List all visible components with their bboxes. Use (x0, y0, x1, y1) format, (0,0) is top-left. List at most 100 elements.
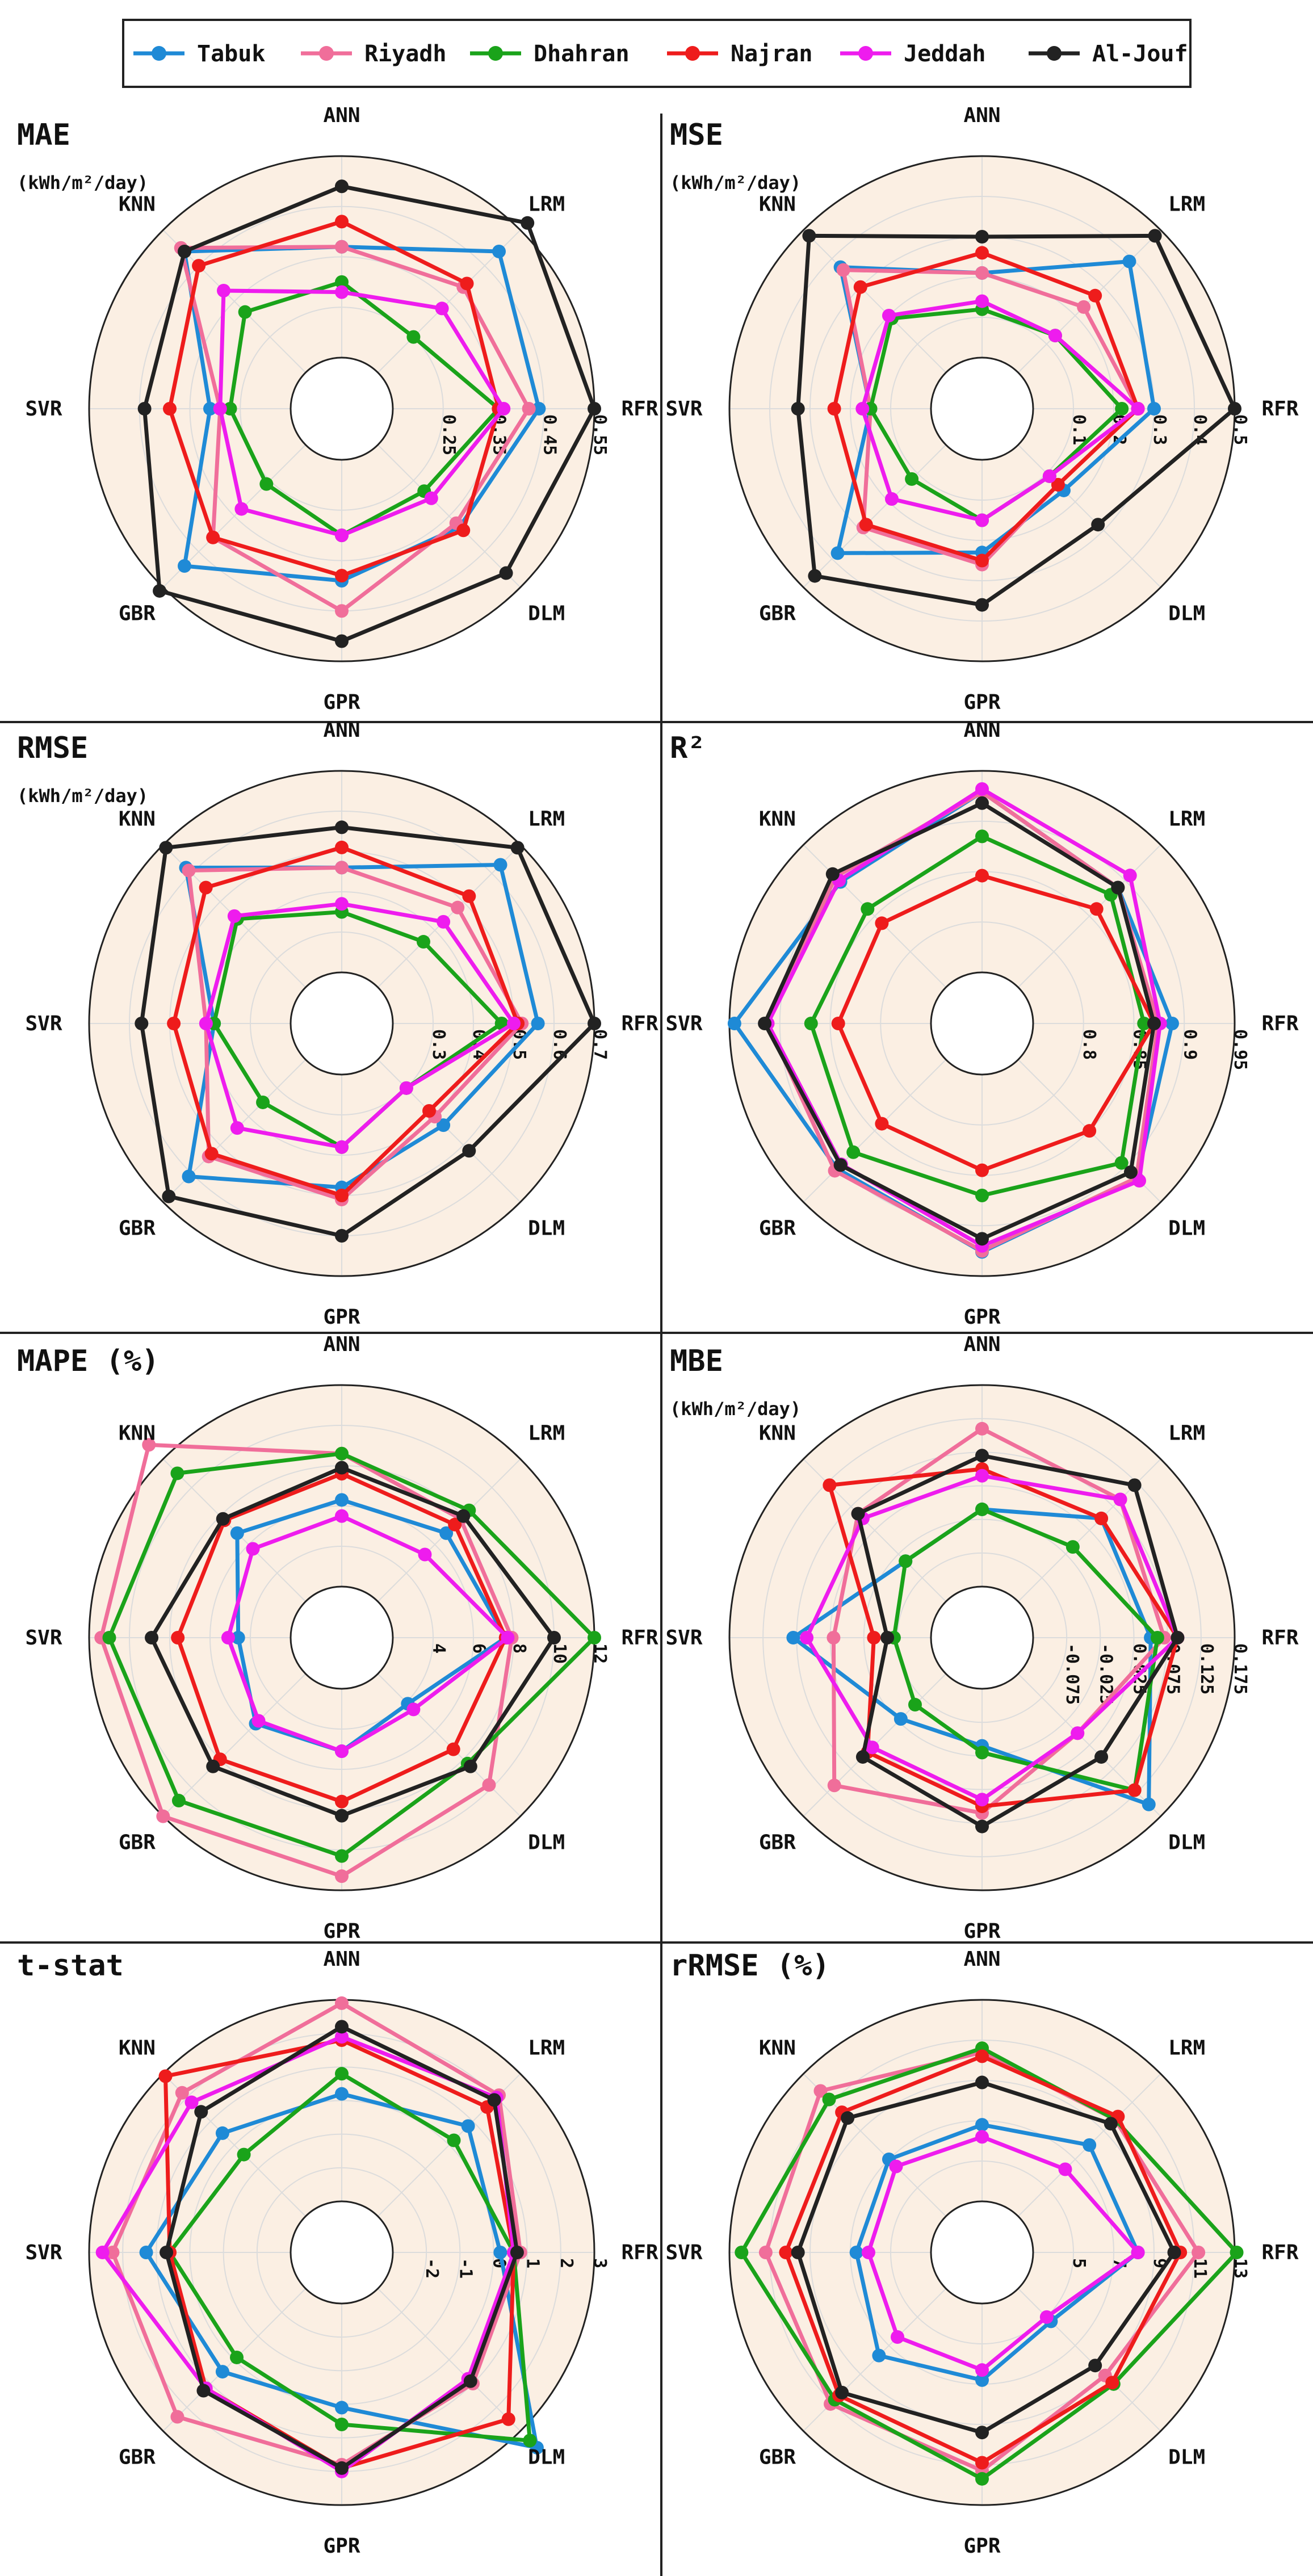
axis-label-rfr: RFR (621, 397, 658, 421)
data-point-riyadh-knn (836, 263, 850, 277)
data-point-al-jouf-ann (975, 2075, 989, 2090)
series-jeddah (213, 284, 511, 543)
data-point-dhahran-svr (223, 402, 237, 416)
data-point-jeddah-ann (335, 285, 349, 299)
axis-label-gpr: GPR (323, 1306, 360, 1329)
legend-label: Al-Jouf (1092, 41, 1188, 67)
panel-title: rRMSE (%) (670, 1949, 830, 1983)
tick-label: 4 (429, 1643, 448, 1654)
data-point-dhahran-gpr (975, 2472, 989, 2486)
data-point-riyadh-knn (813, 2084, 828, 2098)
axis-label-svr: SVR (25, 1626, 62, 1650)
data-point-najran-lrm (1088, 288, 1102, 303)
tick-label: 8 (509, 1643, 529, 1654)
radar-panel-mse: 0.1 0.2 0.3 0.4 0.5RFRLRMANNKNNSVRGBRGPRDLMM… (665, 104, 1298, 714)
tick-label: -1 (455, 2258, 475, 2279)
panel-title: R² (670, 731, 706, 765)
radar-panel-mae: 0.25 0.35 0.45 0.55RFRLRMANNKNNSVRGBRGPRDLM… (17, 104, 658, 714)
data-point-jeddah-svr (213, 402, 227, 416)
data-point-al-jouf-gbr (833, 1158, 848, 1172)
series-jeddah (855, 294, 1145, 527)
data-point-jeddah-dlm (1042, 469, 1056, 483)
data-point-al-jouf-knn (802, 229, 816, 243)
data-point-al-jouf-gpr (335, 634, 349, 648)
data-point-tabuk-svr (849, 2246, 863, 2259)
data-point-dhahran-svr (102, 1631, 116, 1644)
data-point-al-jouf-knn (159, 841, 173, 855)
data-point-tabuk-gbr (872, 2348, 886, 2363)
data-point-najran-knn (875, 916, 889, 930)
radar-panels: 0.25 0.3 5 0.45 0.55 RFR LRM ANN KNN SVR GBR GPR DLM… (17, 104, 1299, 2558)
data-point-tabuk-rfr (1147, 402, 1161, 416)
axis-label-rfr: RFR (1261, 1626, 1298, 1650)
series-jeddah (221, 1509, 515, 1759)
data-point-dhahran-gbr (846, 1145, 861, 1159)
data-point-al-jouf-lrm (456, 1509, 471, 1523)
data-point-najran-svr (827, 402, 841, 416)
data-point-dhahran-rfr (1115, 402, 1129, 416)
data-point-tabuk-ann (975, 2118, 989, 2132)
tick-label: 0.6 (549, 1029, 569, 1060)
series-al-jouf (791, 2075, 1181, 2440)
data-point-najran-dlm (1127, 1783, 1142, 1797)
data-point-al-jouf-gpr (975, 598, 989, 612)
axis-label-lrm: LRM (528, 807, 565, 830)
data-point-dhahran-gbr (908, 1698, 922, 1712)
axis-label-gpr: GPR (323, 1920, 360, 1943)
data-point-tabuk-gbr (830, 546, 845, 560)
data-point-jeddah-gpr (975, 513, 989, 527)
data-point-tabuk-ann (335, 2087, 349, 2101)
data-point-najran-knn (199, 880, 213, 895)
data-point-al-jouf-svr (791, 2246, 805, 2259)
data-point-najran-lrm (462, 889, 476, 903)
axis-label-svr: SVR (665, 1012, 702, 1035)
data-point-tabuk-gpr (335, 2401, 349, 2415)
panel-unit: (kWh/m²/day) (670, 1398, 801, 1420)
data-point-jeddah-knn (184, 2095, 199, 2109)
axis-label-ann: ANN (323, 719, 360, 742)
axis-label-rfr: RFR (1261, 2241, 1298, 2264)
data-point-jeddah-ann (335, 1509, 349, 1523)
legend-entry-najran: Najran (667, 41, 813, 67)
data-point-dhahran-lrm (416, 935, 430, 949)
data-point-najran-gbr (206, 530, 220, 544)
data-point-dhahran-gbr (259, 477, 274, 491)
data-point-jeddah-svr (95, 2246, 110, 2259)
data-point-riyadh-rfr (522, 402, 536, 416)
data-point-tabuk-svr (203, 402, 217, 416)
data-point-riyadh-knn (182, 863, 196, 878)
data-point-jeddah-lrm (435, 301, 449, 316)
legend-label: Jeddah (904, 41, 986, 67)
data-point-riyadh-ann (975, 1421, 989, 1436)
grid-spoke (803, 229, 947, 374)
tick-label: 0.45 (539, 414, 559, 455)
data-point-najran-gpr (975, 553, 989, 568)
data-point-najran-svr (867, 1631, 881, 1644)
data-point-riyadh-ann (975, 266, 989, 280)
axis-label-ann: ANN (963, 1333, 1000, 1356)
axis-label-dlm: DLM (528, 2446, 565, 2469)
axis-label-gpr: GPR (963, 1920, 1000, 1943)
data-point-jeddah-dlm (1132, 1174, 1147, 1188)
data-point-al-jouf-lrm (1127, 1478, 1142, 1492)
series-dhahran (223, 275, 506, 543)
data-point-al-jouf-gpr (975, 1232, 989, 1246)
data-point-al-jouf-gpr (975, 2426, 989, 2440)
inner-ring (290, 356, 394, 461)
grid-spoke (377, 444, 521, 588)
panel-title: MAE (17, 118, 70, 152)
panel-dividers (0, 114, 1313, 2576)
tick-label: 5 (1069, 2258, 1089, 2268)
data-point-jeddah-dlm (399, 1081, 413, 1095)
grid-spoke (1017, 229, 1161, 374)
data-point-al-jouf-gpr (335, 1229, 349, 1243)
inner-ring (290, 1585, 394, 1690)
panel-unit: (kWh/m²/day) (17, 172, 148, 194)
data-point-al-jouf-gbr (855, 1750, 870, 1764)
axis-label-gbr: GBR (759, 1831, 796, 1855)
data-point-riyadh-ann (335, 240, 349, 254)
tick-label: 1 (523, 2258, 543, 2268)
